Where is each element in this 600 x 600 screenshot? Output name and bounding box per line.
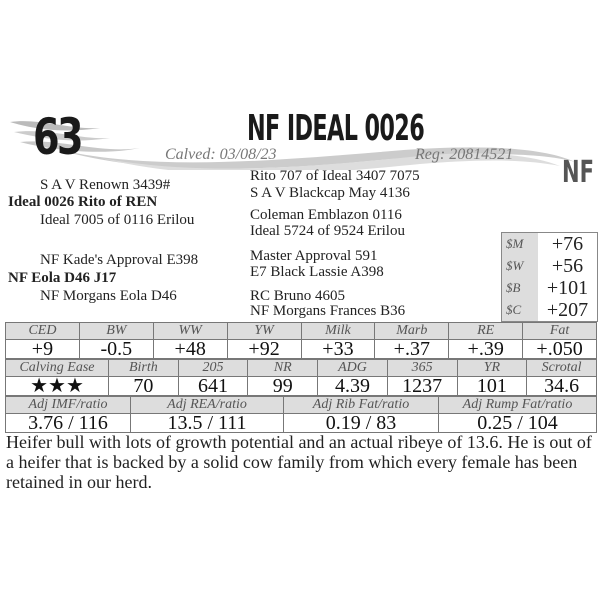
- pedigree-line: Ideal 5724 of 9524 Erilou: [250, 223, 405, 239]
- ultrasound-table: Adj IMF/ratio Adj REA/ratio Adj Rib Fat/ra…: [5, 396, 597, 433]
- epd-header: Marb: [374, 322, 450, 340]
- performance-header: Birth: [108, 359, 179, 377]
- animal-name: NF IDEAL 0026: [247, 108, 425, 149]
- sire: Ideal 0026 Rito of REN: [8, 194, 158, 210]
- ultrasound-header: Adj REA/ratio: [130, 396, 284, 414]
- pedigree-line: NF Morgans Frances B36: [250, 303, 406, 319]
- performance-header: 205: [177, 359, 249, 377]
- performance-value: 101: [456, 376, 528, 396]
- ultrasound-value: 0.19 / 83: [283, 413, 439, 433]
- breeder-logo: NF: [562, 155, 594, 190]
- dam-sire: NF Kade's Approval E398: [40, 252, 199, 268]
- calved-date: Calved: 03/08/23: [165, 146, 277, 163]
- ultrasound-header: Adj Rib Fat/ratio: [283, 396, 439, 414]
- sire-sire: S A V Renown 3439#: [40, 177, 171, 193]
- pedigree-line: E7 Black Lassie A398: [250, 264, 384, 280]
- epd-header: YW: [226, 322, 302, 340]
- index-value: +76: [551, 232, 584, 255]
- index-label: $B: [502, 277, 538, 299]
- performance-header: NR: [247, 359, 319, 377]
- performance-header: Calving Ease: [5, 359, 109, 377]
- index-value: +56: [551, 254, 584, 277]
- ultrasound-value: 0.25 / 104: [438, 413, 597, 433]
- epd-value: -0.5: [78, 339, 154, 359]
- epd-header: CED: [5, 322, 80, 340]
- epd-value: +.37: [374, 339, 450, 359]
- epd-header: BW: [78, 322, 154, 340]
- epd-value: +48: [152, 339, 228, 359]
- ultrasound-value: 13.5 / 111: [130, 413, 284, 433]
- performance-value: 34.6: [526, 376, 597, 396]
- performance-value: 1237: [386, 376, 458, 396]
- epd-value: +9: [5, 339, 80, 359]
- performance-value: 641: [177, 376, 249, 396]
- epd-value: +33: [300, 339, 376, 359]
- performance-value: 4.39: [317, 376, 388, 396]
- performance-header: 365: [386, 359, 458, 377]
- index-row-w: $W +56: [502, 255, 597, 277]
- index-label: $M: [502, 233, 538, 255]
- pedigree-line: Coleman Emblazon 0116: [250, 207, 402, 223]
- index-row-b: $B +101: [502, 277, 597, 299]
- performance-header: Scrotal: [526, 359, 597, 377]
- performance-value: 70: [108, 376, 179, 396]
- pedigree-line: RC Bruno 4605: [250, 288, 346, 304]
- index-row-c: $C +207: [502, 299, 597, 321]
- ultrasound-header: Adj IMF/ratio: [5, 396, 131, 414]
- performance-header: YR: [456, 359, 528, 377]
- ultrasound-header: Adj Rump Fat/ratio: [438, 396, 597, 414]
- performance-header: ADG: [317, 359, 388, 377]
- lot-number: 63: [33, 108, 84, 166]
- epd-header: Milk: [300, 322, 376, 340]
- performance-table: Calving Ease Birth 205 NR ADG 365 YR Scrotal ★★★…: [5, 359, 597, 396]
- description: Heifer bull with lots of growth potentia…: [6, 432, 592, 492]
- epd-value: +.050: [522, 339, 597, 359]
- epd-header: Fat: [522, 322, 597, 340]
- index-label: $W: [502, 255, 538, 277]
- ultrasound-value: 3.76 / 116: [5, 413, 131, 433]
- epd-header: RE: [448, 322, 524, 340]
- pedigree-line: S A V Blackcap May 4136: [250, 185, 410, 201]
- pedigree-line: Master Approval 591: [250, 248, 378, 264]
- epd-value: +92: [226, 339, 302, 359]
- epd-header: WW: [152, 322, 228, 340]
- wave-decoration: [10, 121, 575, 170]
- pedigree-line: Rito 707 of Ideal 3407 7075: [250, 168, 420, 184]
- index-row-m: $M +76: [502, 233, 597, 255]
- index-value: +207: [546, 298, 589, 321]
- sire-dam: Ideal 7005 of 0116 Erilou: [40, 212, 195, 228]
- dam: NF Eola D46 J17: [8, 270, 117, 286]
- performance-value: ★★★: [5, 376, 109, 396]
- epd-value: +.39: [448, 339, 524, 359]
- registration-number: Reg: 20814521: [415, 146, 514, 163]
- epd-table: CED BW WW YW Milk Marb RE Fat +9 -0.5 +48 +92 +33 +.3…: [5, 322, 597, 359]
- index-label: $C: [502, 299, 538, 321]
- performance-value: 99: [247, 376, 319, 396]
- index-value: +101: [546, 276, 589, 299]
- index-box: $M +76 $W +56 $B +101 $C +207: [501, 232, 598, 322]
- dam-dam: NF Morgans Eola D46: [40, 288, 177, 304]
